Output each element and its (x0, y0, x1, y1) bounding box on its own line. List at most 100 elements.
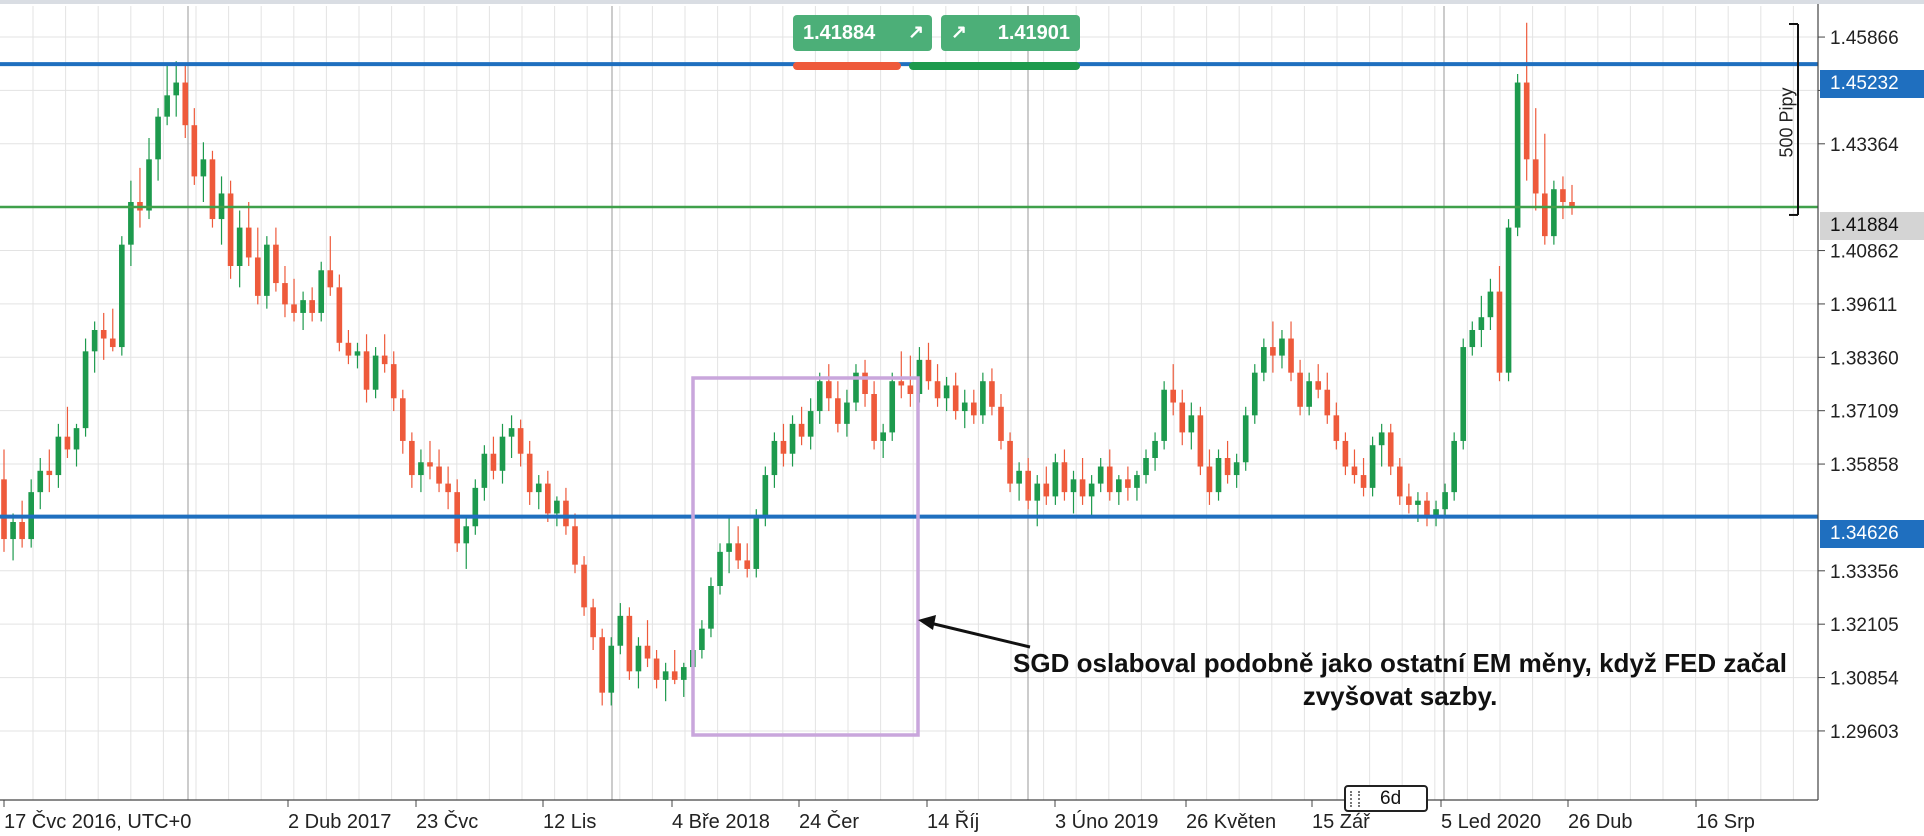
candle-body (1125, 479, 1131, 488)
candle-body (771, 440, 778, 476)
candle-body (825, 381, 832, 399)
candle-body (880, 432, 886, 441)
x-tick-label: 15 Zář (1312, 811, 1371, 833)
candle-body (1288, 338, 1294, 373)
candle-body (173, 82, 180, 96)
candle-body (517, 428, 524, 454)
candle-body (1034, 483, 1041, 501)
candle-body (55, 436, 62, 476)
candle-body (1505, 227, 1512, 373)
candle-body (1523, 82, 1530, 160)
candle-body (100, 330, 107, 339)
candle-body (182, 82, 189, 126)
candle-body (37, 470, 44, 493)
candle-body (635, 645, 642, 672)
y-tick-label: 1.43364 (1830, 135, 1899, 156)
candle-body (318, 270, 325, 313)
candle-body (871, 394, 877, 441)
candle-body (345, 342, 352, 356)
candle-body (490, 453, 497, 471)
y-tick-label: 1.33356 (1830, 562, 1899, 583)
x-tick-label: 14 Říj (927, 810, 979, 833)
candle-body (1324, 389, 1331, 416)
candle-body (436, 466, 442, 484)
candle-body (82, 351, 89, 429)
candle-body (1052, 462, 1059, 497)
candle-body (155, 116, 161, 160)
candle-body (399, 398, 406, 441)
candle-body (381, 355, 388, 365)
candle-body (1442, 492, 1448, 510)
candle-body (617, 615, 624, 646)
candle-body (1306, 381, 1312, 407)
candle-body (1541, 193, 1548, 237)
candle-body (1433, 509, 1439, 518)
candle-body (735, 543, 741, 561)
chart-annotation: SGD oslaboval podobně jako ostatní EM mě… (1013, 648, 1787, 711)
candle-body (1, 479, 7, 540)
candle-body (209, 159, 216, 220)
period-selector[interactable]: 6d (1344, 785, 1428, 812)
y-tick-label: 1.32105 (1830, 615, 1899, 636)
sell-sentiment-bar (793, 62, 901, 70)
buy-sentiment-bar (909, 62, 1080, 70)
candle-body (1270, 347, 1276, 356)
x-tick-label: 3 Úno 2019 (1055, 810, 1158, 833)
candle-body (1469, 330, 1476, 348)
candle-body (980, 381, 986, 416)
candle-body (717, 551, 723, 586)
candle-body (1007, 440, 1013, 484)
candle-body (626, 615, 633, 672)
candle-body (499, 436, 506, 471)
grip-icon (1350, 791, 1360, 807)
candle-body (73, 428, 80, 450)
candle-body (409, 440, 415, 476)
candle-body (1451, 440, 1457, 493)
candle-body (934, 381, 941, 399)
candle-body (708, 586, 714, 629)
overlays-layer (691, 23, 1799, 737)
candle-body (1061, 462, 1068, 493)
candle-body (1378, 432, 1385, 446)
candle-body (1333, 415, 1340, 441)
candle-body (1551, 189, 1557, 237)
candle-body (64, 436, 71, 450)
candle-body (1170, 389, 1177, 403)
candle-body (1360, 475, 1367, 488)
candle-body (390, 364, 397, 399)
candle-body (245, 227, 252, 258)
x-tick-label: 24 Čer (799, 810, 859, 833)
candle-body (1406, 496, 1412, 505)
candle-body (608, 645, 615, 693)
candle-body (1387, 432, 1394, 467)
arrow-up-right-icon: ↗ (908, 22, 924, 43)
candle-body (1224, 458, 1231, 476)
current-price-tag: 1.41884 (1820, 212, 1924, 240)
candle-body (554, 500, 560, 514)
candle-body (1514, 82, 1521, 228)
candle-body (970, 402, 977, 416)
sell-quote-button[interactable]: 1.41884 ↗ (793, 15, 932, 51)
candle-body (1315, 381, 1322, 390)
candle-body (1025, 470, 1031, 501)
candle-body (1396, 466, 1403, 497)
candle-body (671, 671, 678, 680)
buy-quote-button[interactable]: ↗ 1.41901 (941, 15, 1080, 51)
candle-body (1297, 372, 1303, 407)
candle-body (146, 159, 152, 211)
candle-body (699, 628, 705, 650)
candle-body (46, 470, 53, 476)
candle-body (1206, 466, 1213, 493)
candle-body (1143, 458, 1149, 476)
candle-body (1496, 291, 1503, 373)
x-tick-label: 2 Dub 2017 (288, 811, 391, 833)
candle-body (327, 270, 334, 288)
candle-body (1152, 440, 1158, 458)
top-border (0, 0, 1924, 4)
candle-body (264, 244, 270, 296)
candle-body (889, 381, 896, 433)
x-tick-label: 26 Květen (1186, 811, 1276, 833)
upper-level-price-tag: 1.45232 (1820, 70, 1924, 98)
candle-body (418, 462, 424, 476)
